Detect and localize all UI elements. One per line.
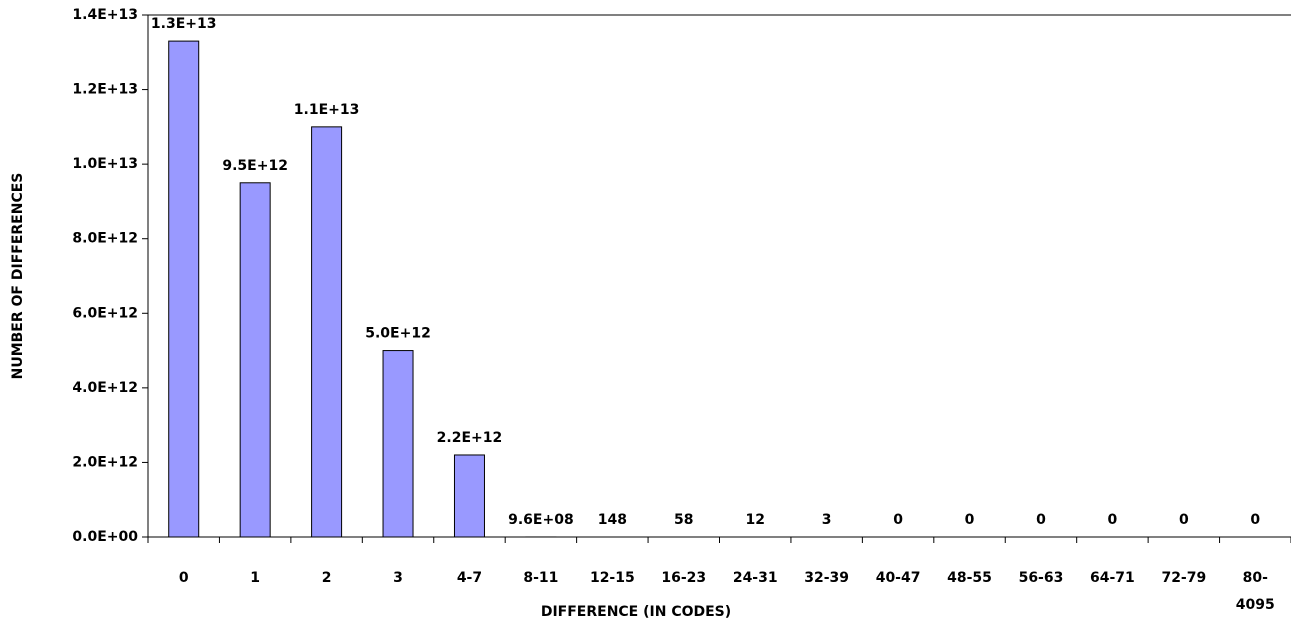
y-tick-label: 0.0E+00: [72, 529, 138, 545]
value-label: 9.6E+08: [508, 512, 574, 528]
value-label: 0: [1108, 512, 1118, 528]
value-label: 1.1E+13: [294, 102, 360, 118]
x-tick-label: 48-55: [947, 570, 992, 586]
value-label: 5.0E+12: [365, 326, 431, 342]
y-tick-label: 1.2E+13: [72, 82, 138, 98]
y-axis-title: NUMBER OF DIFFERENCES: [10, 173, 26, 380]
x-tick-label: 1: [250, 570, 260, 586]
value-label: 9.5E+12: [222, 158, 288, 174]
x-tick-label: 40-47: [876, 570, 921, 586]
x-tick-label: 16-23: [661, 570, 706, 586]
x-tick-label: 24-31: [733, 570, 778, 586]
x-tick-label: 12-15: [590, 570, 635, 586]
x-tick-label: 72-79: [1161, 570, 1206, 586]
x-tick-label: 80-4095: [1236, 570, 1275, 613]
x-tick-label: 3: [393, 570, 403, 586]
value-label: 0: [1036, 512, 1046, 528]
value-label: 3: [822, 512, 832, 528]
y-tick-label: 1.4E+13: [72, 7, 138, 23]
bar: [311, 126, 343, 538]
value-label: 1.3E+13: [151, 16, 217, 32]
bar: [239, 182, 271, 538]
value-label: 0: [1250, 512, 1260, 528]
bar: [453, 454, 485, 538]
value-label: 2.2E+12: [437, 430, 503, 446]
x-axis-title: DIFFERENCE (IN CODES): [541, 604, 731, 620]
y-tick-label: 8.0E+12: [72, 231, 138, 247]
y-tick-label: 4.0E+12: [72, 380, 138, 396]
value-label: 0: [1179, 512, 1189, 528]
value-label: 0: [893, 512, 903, 528]
value-label: 58: [674, 512, 693, 528]
y-tick-label: 2.0E+12: [72, 454, 138, 470]
bar: [168, 40, 200, 538]
bar: [382, 350, 414, 538]
x-tick-label: 0: [179, 570, 189, 586]
x-tick-label: 8-11: [523, 570, 558, 586]
x-tick-label: 32-39: [804, 570, 849, 586]
value-label: 12: [745, 512, 764, 528]
x-tick-label: 64-71: [1090, 570, 1135, 586]
value-label: 148: [598, 512, 627, 528]
x-tick-label: 56-63: [1019, 570, 1064, 586]
x-tick-label: 4-7: [457, 570, 482, 586]
y-tick-label: 1.0E+13: [72, 156, 138, 172]
x-tick-label: 2: [322, 570, 332, 586]
y-tick-label: 6.0E+12: [72, 305, 138, 321]
value-label: 0: [965, 512, 975, 528]
